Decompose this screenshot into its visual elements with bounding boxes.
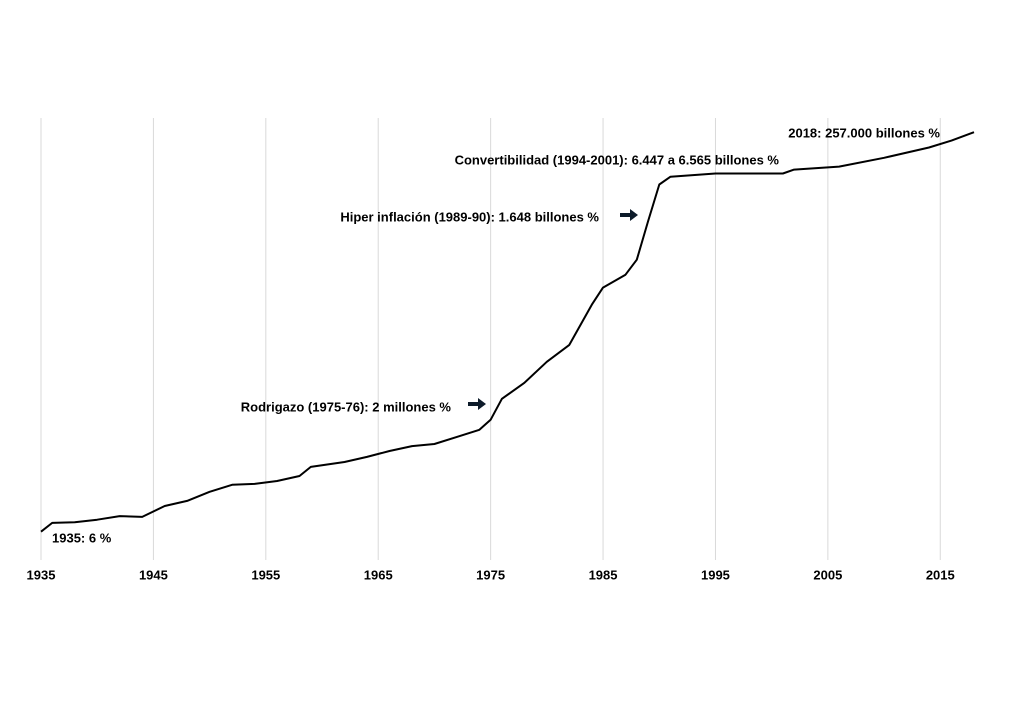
annotation: 1935: 6 % xyxy=(52,530,112,545)
x-tick-label: 1985 xyxy=(589,567,618,582)
x-tick-label: 1955 xyxy=(251,567,280,582)
annotation: 2018: 257.000 billones % xyxy=(788,125,940,140)
x-tick-label: 2005 xyxy=(813,567,842,582)
x-tick-label: 2015 xyxy=(926,567,955,582)
x-tick-label: 1935 xyxy=(27,567,56,582)
arrow xyxy=(620,209,638,221)
line xyxy=(40,131,975,533)
x-tick-label: 1975 xyxy=(476,567,505,582)
x-tick-label: 1995 xyxy=(701,567,730,582)
x-tick-label: 1965 xyxy=(364,567,393,582)
annotation: Hiper inflación (1989-90): 1.648 billone… xyxy=(340,209,599,224)
annotation: Convertibilidad (1994-2001): 6.447 a 6.5… xyxy=(455,152,780,167)
x-tick-label: 1945 xyxy=(139,567,168,582)
arrow xyxy=(468,398,486,410)
annotation: Rodrigazo (1975-76): 2 millones % xyxy=(241,399,452,414)
